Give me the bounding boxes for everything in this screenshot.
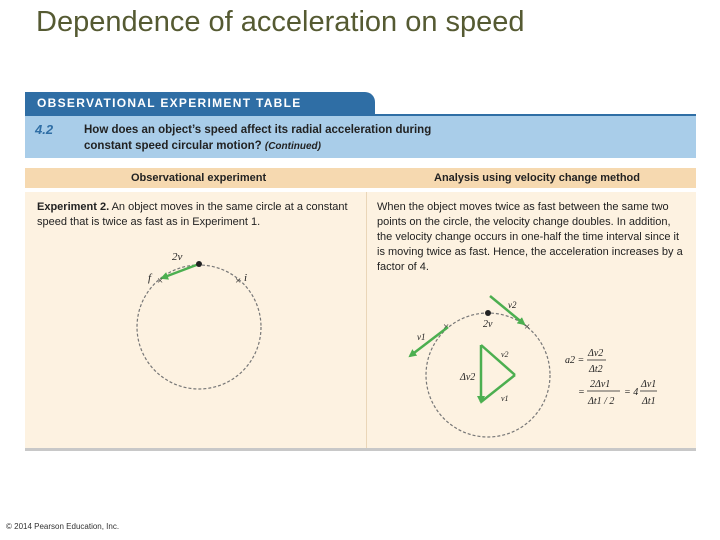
eq-frac3-den: Δt1 — [641, 396, 656, 407]
eq-frac3-num: Δv1 — [640, 379, 656, 390]
analysis-text: When the object moves twice as fast betw… — [377, 201, 683, 273]
left-speed-label: 2v — [172, 251, 183, 263]
right-circle-diagram: × × 2v v1 v2 Δv2 v2 v1 — [408, 295, 551, 438]
column-header-band: Observational experiment Analysis using … — [25, 168, 696, 188]
eq-frac2-den: Δt1 / 2 — [587, 396, 614, 407]
right-v1-small: v1 — [501, 394, 509, 403]
right-v2-arrow — [489, 295, 526, 326]
right-object-dot — [485, 310, 491, 316]
question-line-2: constant speed circular motion? — [84, 140, 262, 152]
right-dv2-label: Δv2 — [459, 372, 475, 383]
question-text: How does an object’s speed affect its ra… — [84, 122, 431, 155]
eq-eq3: = 4 — [624, 387, 638, 398]
continued-label: (Continued) — [264, 141, 321, 152]
left-final-label: f — [148, 272, 153, 284]
right-speed-label: 2v — [483, 319, 493, 330]
left-initial-x: × — [235, 275, 241, 287]
left-velocity-arrow — [160, 262, 200, 280]
header-analysis: Analysis using velocity change method — [434, 172, 640, 184]
question-line-1: How does an object’s speed affect its ra… — [84, 124, 432, 136]
right-v2-small: v2 — [501, 350, 509, 359]
eq-lhs: a2 = — [565, 355, 584, 366]
left-initial-label: i — [244, 272, 247, 284]
left-path-circle — [136, 264, 262, 390]
table-tab-title: OBSERVATIONAL EXPERIMENT TABLE — [25, 92, 375, 114]
copyright-footer: © 2014 Pearson Education, Inc. — [6, 522, 120, 531]
eq-frac1-den: Δt2 — [588, 364, 603, 375]
column-divider — [366, 192, 367, 448]
right-initial-x: × — [524, 321, 530, 333]
question-band: 4.2 How does an object’s speed affect it… — [25, 114, 696, 158]
eq-frac2-num: 2Δv1 — [590, 379, 610, 390]
experiment-description: Experiment 2. An object moves in the sam… — [37, 200, 357, 230]
eq-eq2: = — [578, 387, 585, 398]
experiment-label: Experiment 2. — [37, 201, 110, 213]
eq-frac1-num: Δv2 — [587, 348, 603, 359]
triangle-v2 — [480, 344, 516, 376]
slide-title: Dependence of acceleration on speed — [36, 6, 525, 38]
header-observational: Observational experiment — [131, 172, 267, 184]
left-object-dot — [196, 261, 202, 267]
acceleration-equation: a2 = Δv2 Δt2 = 2Δv1 Δt1 / 2 = 4 Δv1 Δt1 — [565, 348, 657, 407]
right-v2-label: v2 — [508, 300, 517, 310]
table-number: 4.2 — [35, 122, 54, 137]
right-v1-arrow — [408, 326, 449, 358]
table-bottom-rule — [25, 448, 696, 451]
experiment-text: An object moves in the same circle at a … — [37, 201, 348, 228]
left-circle-diagram: × × 2v f i — [136, 251, 262, 390]
triangle-v1 — [480, 374, 516, 403]
left-final-x: × — [157, 275, 163, 287]
right-v1-label: v1 — [417, 332, 426, 342]
